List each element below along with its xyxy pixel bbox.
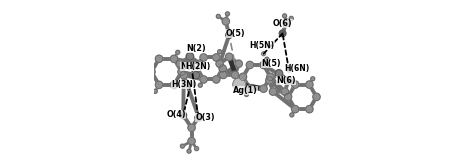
Circle shape xyxy=(171,81,178,89)
Circle shape xyxy=(195,114,201,121)
Circle shape xyxy=(279,30,286,37)
Circle shape xyxy=(226,53,233,60)
Circle shape xyxy=(275,70,283,77)
Circle shape xyxy=(285,93,292,101)
Circle shape xyxy=(153,89,157,93)
Circle shape xyxy=(283,14,286,18)
Circle shape xyxy=(275,70,283,77)
Circle shape xyxy=(231,71,239,79)
Circle shape xyxy=(180,112,187,119)
Circle shape xyxy=(226,32,232,38)
Circle shape xyxy=(265,57,269,61)
Circle shape xyxy=(269,88,277,95)
Circle shape xyxy=(213,54,220,61)
Text: N(2): N(2) xyxy=(187,44,207,53)
Circle shape xyxy=(260,85,267,92)
Circle shape xyxy=(189,82,193,86)
Circle shape xyxy=(155,81,162,89)
Circle shape xyxy=(188,124,195,131)
Circle shape xyxy=(283,19,290,26)
Circle shape xyxy=(192,71,199,79)
Circle shape xyxy=(192,71,199,79)
Text: N(3): N(3) xyxy=(180,62,200,71)
Circle shape xyxy=(190,64,194,68)
Circle shape xyxy=(281,88,288,95)
Circle shape xyxy=(216,60,223,67)
Circle shape xyxy=(186,53,194,60)
Circle shape xyxy=(186,53,194,60)
Circle shape xyxy=(148,68,155,75)
Circle shape xyxy=(233,78,246,91)
Circle shape xyxy=(155,55,162,62)
Circle shape xyxy=(176,60,184,67)
Circle shape xyxy=(188,137,195,145)
Circle shape xyxy=(200,76,207,83)
Circle shape xyxy=(313,93,320,101)
Circle shape xyxy=(180,71,188,79)
Circle shape xyxy=(306,81,313,88)
Circle shape xyxy=(226,12,229,16)
Text: O(5): O(5) xyxy=(226,29,245,38)
Circle shape xyxy=(289,16,293,20)
Text: O(3): O(3) xyxy=(195,113,215,122)
Text: H(3N): H(3N) xyxy=(171,80,196,89)
Circle shape xyxy=(285,77,292,84)
Circle shape xyxy=(219,71,227,79)
Text: O(4): O(4) xyxy=(166,110,186,119)
Circle shape xyxy=(246,85,254,92)
Circle shape xyxy=(266,77,273,84)
Circle shape xyxy=(216,14,220,18)
Text: H(6N): H(6N) xyxy=(285,64,310,73)
Circle shape xyxy=(262,52,266,56)
Circle shape xyxy=(239,73,247,80)
Circle shape xyxy=(235,60,242,67)
Text: Ag(1): Ag(1) xyxy=(233,86,258,95)
Circle shape xyxy=(194,65,201,72)
Circle shape xyxy=(290,113,294,117)
Circle shape xyxy=(180,144,184,148)
Circle shape xyxy=(200,54,207,61)
Circle shape xyxy=(267,73,274,80)
Circle shape xyxy=(218,50,222,54)
Text: H(5N): H(5N) xyxy=(250,41,275,50)
Text: O(6): O(6) xyxy=(273,19,293,28)
Circle shape xyxy=(171,55,178,62)
Circle shape xyxy=(196,60,203,67)
Circle shape xyxy=(260,61,267,69)
Circle shape xyxy=(187,149,191,153)
Circle shape xyxy=(176,50,180,54)
Text: N(6): N(6) xyxy=(276,76,296,85)
Circle shape xyxy=(261,61,268,68)
Circle shape xyxy=(287,68,291,72)
Circle shape xyxy=(245,93,248,97)
Circle shape xyxy=(222,18,229,25)
Circle shape xyxy=(213,76,220,83)
Circle shape xyxy=(195,147,199,151)
Circle shape xyxy=(198,83,202,87)
Text: H(2N): H(2N) xyxy=(185,62,210,71)
Circle shape xyxy=(219,65,226,72)
Circle shape xyxy=(306,106,313,113)
Circle shape xyxy=(311,77,315,81)
Circle shape xyxy=(292,106,299,113)
Circle shape xyxy=(292,81,299,88)
Circle shape xyxy=(178,68,185,75)
Text: N(5): N(5) xyxy=(261,59,281,68)
Circle shape xyxy=(246,61,254,69)
